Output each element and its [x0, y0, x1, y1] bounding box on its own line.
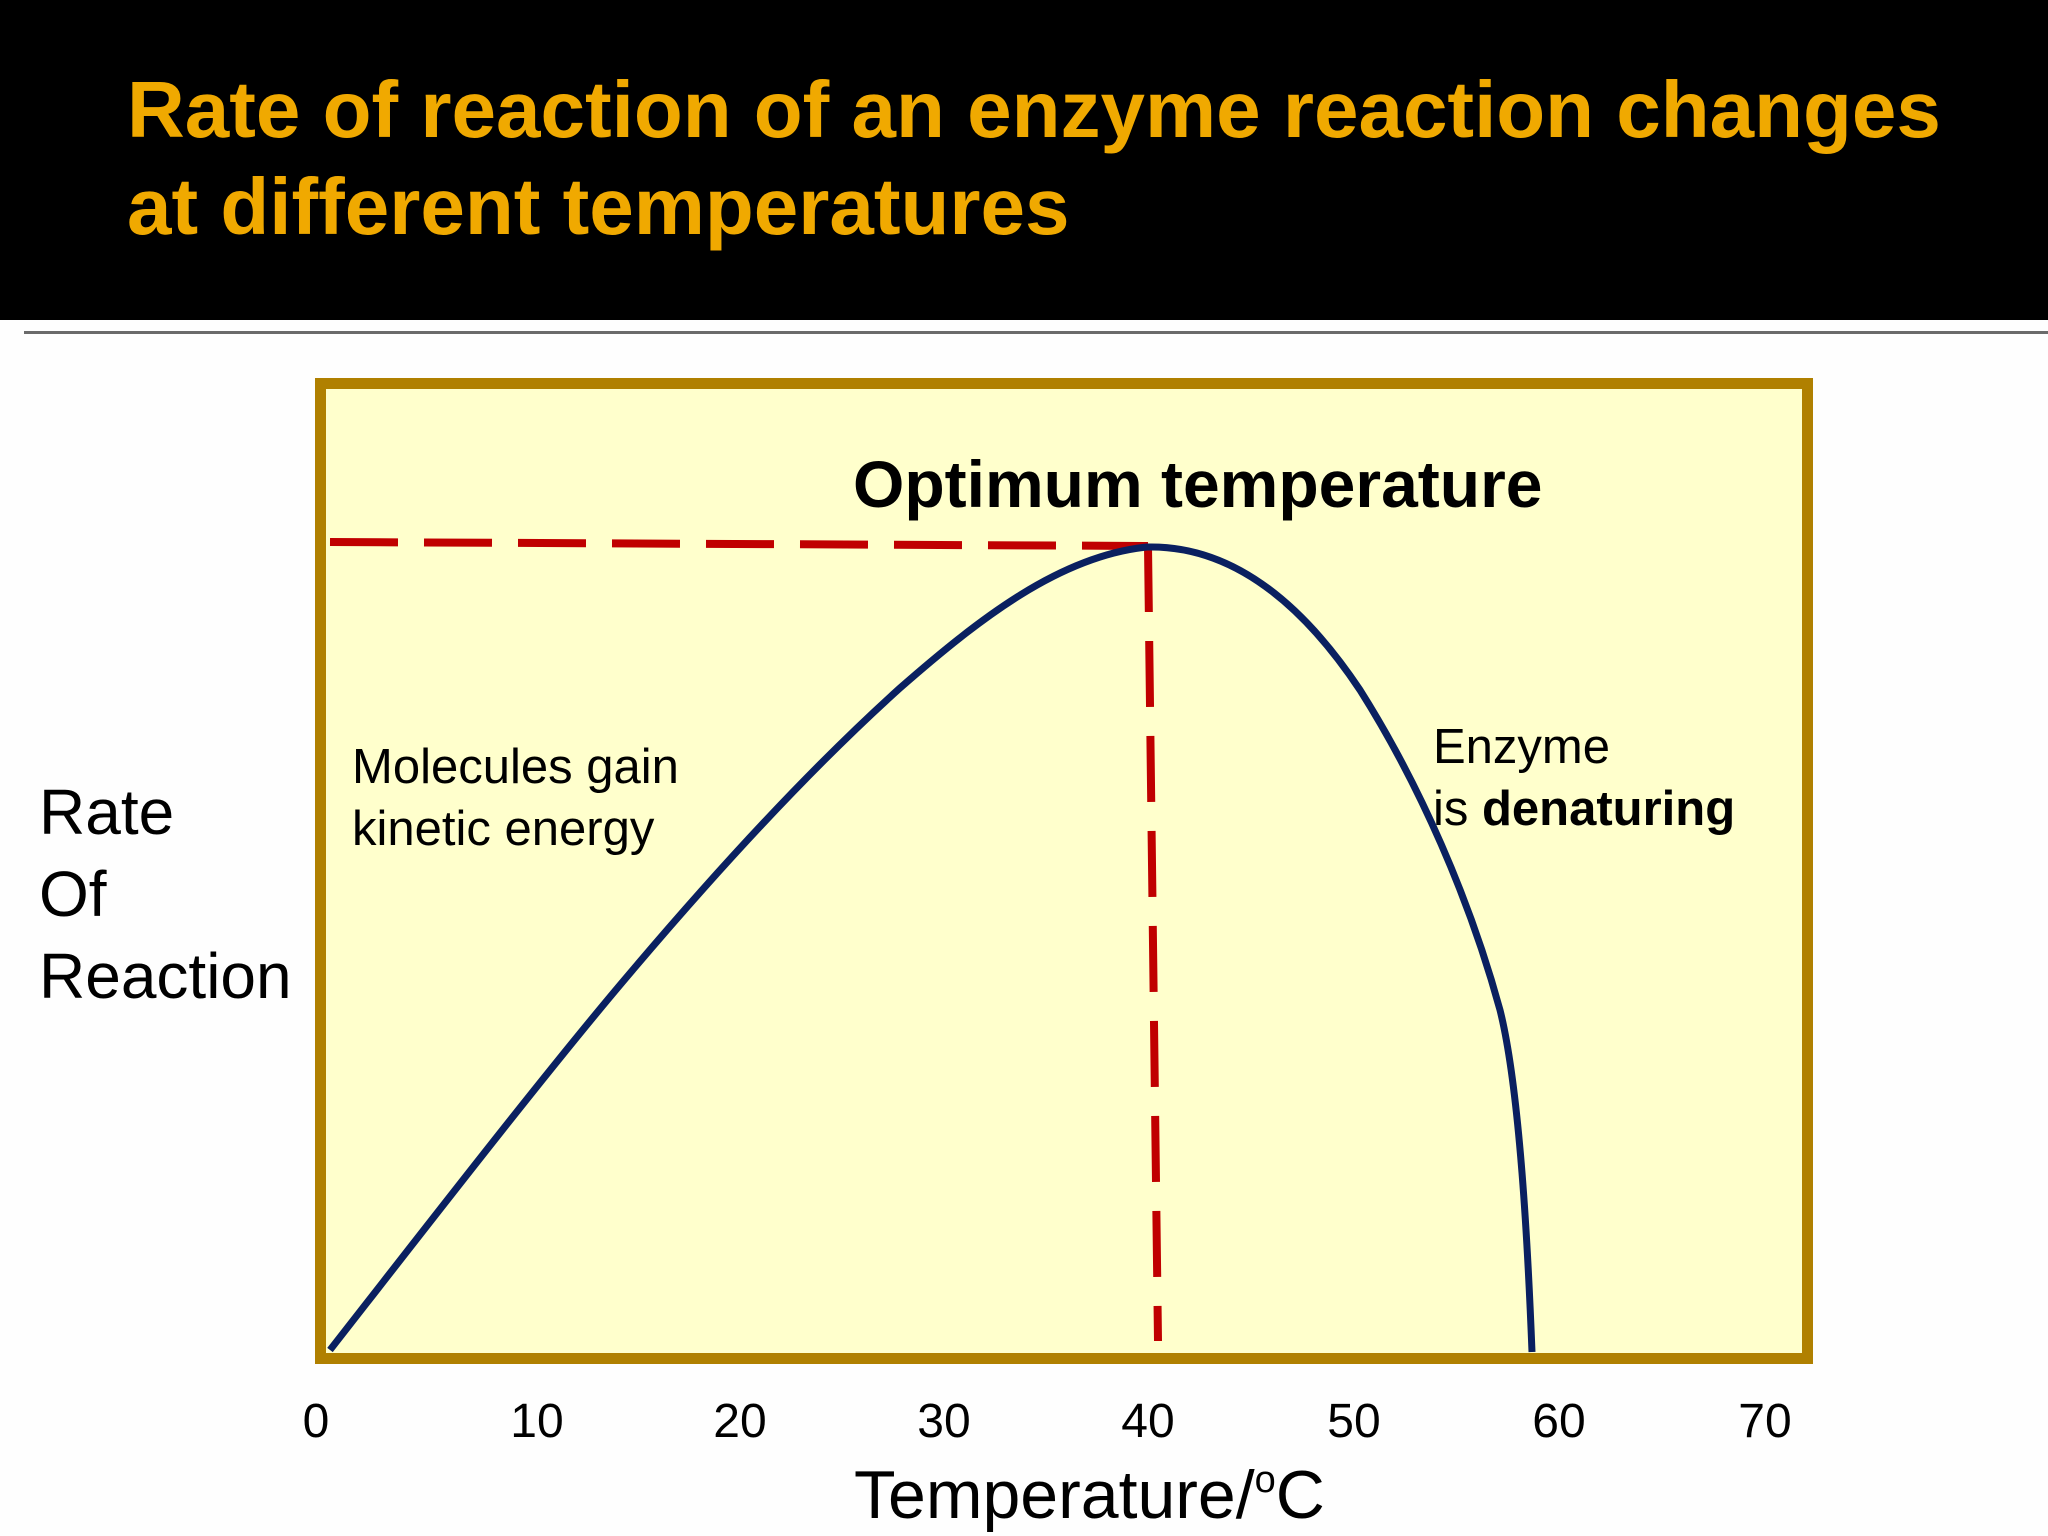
x-axis-label-unit: C — [1275, 1457, 1325, 1533]
rising-annotation-line-1: Molecules gain — [352, 740, 679, 794]
rate-curve — [327, 543, 1536, 1353]
optimum-temperature-label: Optimum temperature — [853, 447, 1543, 521]
x-tick-60: 60 — [1532, 1395, 1586, 1448]
rising-annotation-line-2: kinetic energy — [352, 802, 655, 856]
falling-annotation: Enzyme is denaturing — [1433, 716, 1735, 840]
x-axis-label: Temperature/oC — [854, 1456, 1325, 1534]
x-tick-50: 50 — [1327, 1395, 1381, 1448]
title-line-1: Rate of reaction of an enzyme reaction c… — [127, 65, 1941, 154]
x-tick-40: 40 — [1121, 1395, 1175, 1448]
x-axis-label-text: Temperature/ — [854, 1457, 1255, 1533]
slide-header: Rate of reaction of an enzyme reaction c… — [0, 0, 2048, 320]
x-tick-70: 70 — [1738, 1395, 1792, 1448]
slide-title: Rate of reaction of an enzyme reaction c… — [127, 61, 2027, 255]
y-axis-label-line-3: Reaction — [39, 940, 292, 1012]
y-axis-label: Rate Of Reaction — [39, 771, 292, 1017]
denaturing-emphasis: denaturing — [1482, 782, 1736, 836]
falling-annotation-line-1: Enzyme — [1433, 720, 1611, 774]
title-line-2: at different temperatures — [127, 162, 1070, 251]
x-tick-30: 30 — [917, 1395, 971, 1448]
x-tick-0: 0 — [302, 1395, 330, 1448]
falling-annotation-prefix: is — [1433, 782, 1482, 836]
rising-annotation: Molecules gain kinetic energy — [352, 736, 679, 860]
x-tick-10: 10 — [510, 1395, 564, 1448]
optimum-temperature-line — [1144, 545, 1162, 1342]
plot-area — [315, 378, 1813, 1364]
optimum-rate-line — [329, 538, 1149, 550]
degree-symbol: o — [1254, 1459, 1276, 1501]
y-axis-label-line-1: Rate — [39, 776, 175, 848]
title-divider — [24, 331, 2048, 334]
y-axis-label-line-2: Of — [39, 858, 107, 930]
x-tick-20: 20 — [713, 1395, 767, 1448]
